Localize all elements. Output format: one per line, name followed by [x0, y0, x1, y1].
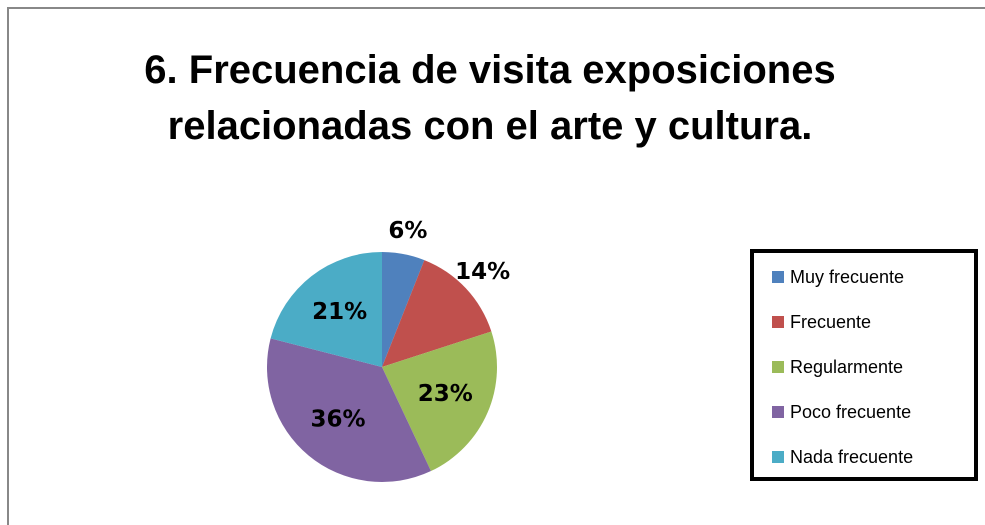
chart-title: 6. Frecuencia de visita exposiciones rel…	[144, 48, 836, 148]
legend-box	[750, 249, 978, 481]
chart-frame	[7, 7, 985, 525]
legend-label: Frecuente	[790, 312, 871, 332]
legend-label: Muy frecuente	[790, 267, 904, 287]
data-label: 23%	[418, 381, 473, 407]
legend-swatch	[772, 451, 784, 463]
data-label: 6%	[388, 218, 427, 244]
legend-swatch	[772, 316, 784, 328]
data-label: 21%	[312, 299, 367, 325]
pie-slice	[382, 260, 492, 367]
data-label: 14%	[455, 259, 510, 285]
pie-slice	[267, 338, 431, 482]
data-label: 36%	[310, 407, 365, 433]
pie-slice	[382, 331, 497, 472]
legend-label: Regularmente	[790, 357, 903, 377]
legend-swatch	[772, 406, 784, 418]
legend-label: Poco frecuente	[790, 402, 911, 422]
pie-slice	[270, 251, 382, 367]
legend-label: Nada frecuente	[790, 447, 913, 467]
pie-slice	[382, 252, 425, 367]
legend-swatch	[772, 361, 784, 373]
legend-swatch	[772, 271, 784, 283]
